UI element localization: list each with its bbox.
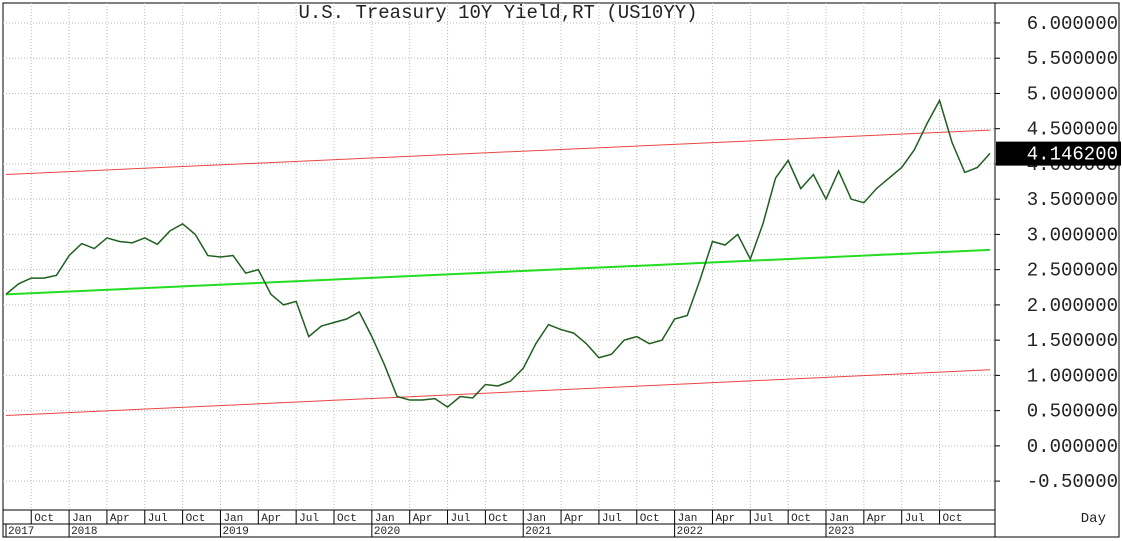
x-tick-label: Apr [564, 513, 584, 525]
y-tick-label: 1.500000 [1027, 330, 1118, 352]
x-tick-label: Oct [640, 513, 660, 525]
year-tick-label: 2017 [8, 526, 34, 538]
x-tick-label: Jan [678, 513, 698, 525]
x-tick-label: Jan [375, 513, 395, 525]
y-tick-label: 3.500000 [1027, 189, 1118, 211]
x-tick-label: Oct [488, 513, 508, 525]
y-tick-label: 6.000000 [1027, 13, 1118, 35]
x-tick-label: Apr [261, 513, 281, 525]
x-tick-label: Jan [829, 513, 849, 525]
x-tick-label: Jul [451, 513, 471, 525]
year-tick-label: 2023 [828, 526, 854, 538]
chart-title: U.S. Treasury 10Y Yield,RT (US10YY) [298, 2, 697, 24]
x-tick-label: Jul [299, 513, 319, 525]
last-value-label: 4.146200 [1027, 144, 1118, 166]
y-tick-label: 0.000000 [1027, 436, 1118, 458]
y-tick-label: 5.500000 [1027, 48, 1118, 70]
x-tick-label: Jul [602, 513, 622, 525]
x-tick-label: Oct [34, 513, 54, 525]
x-tick-label: Oct [791, 513, 811, 525]
y-tick-label: 4.500000 [1027, 119, 1118, 141]
last-value-box [996, 141, 1121, 166]
x-tick-label: Apr [715, 513, 735, 525]
x-tick-label: Apr [867, 513, 887, 525]
trend-line [5, 248, 991, 296]
y-tick-label: 5.000000 [1027, 83, 1118, 105]
x-tick-label: Apr [413, 513, 433, 525]
x-tick-label: Jan [526, 513, 546, 525]
x-tick-label: Jul [905, 513, 925, 525]
trend-line [5, 369, 991, 417]
year-tick-label: 2019 [222, 526, 248, 538]
year-tick-label: 2020 [374, 526, 400, 538]
x-tick-label: Jan [223, 513, 243, 525]
year-tick-label: 2018 [71, 526, 97, 538]
y-tick-label: -0.50000 [1027, 471, 1118, 493]
x-tick-label: Oct [337, 513, 357, 525]
trend-line [5, 129, 991, 176]
x-tick-label: Oct [943, 513, 963, 525]
price-line [5, 98, 991, 409]
y-tick-label: 2.000000 [1027, 295, 1118, 317]
x-tick-label: Jan [72, 513, 92, 525]
x-axis-label: Day [1081, 511, 1106, 527]
year-tick-label: 2022 [677, 526, 703, 538]
x-tick-label: Apr [110, 513, 130, 525]
y-tick-label: 1.000000 [1027, 365, 1118, 387]
x-tick-label: Jul [753, 513, 773, 525]
y-tick-label: 0.500000 [1027, 401, 1118, 423]
x-tick-label: Jul [148, 513, 168, 525]
year-tick-label: 2021 [525, 526, 552, 538]
x-tick-label: Oct [186, 513, 206, 525]
y-tick-label: 2.500000 [1027, 260, 1118, 282]
y-tick-label: 3.000000 [1027, 224, 1118, 246]
